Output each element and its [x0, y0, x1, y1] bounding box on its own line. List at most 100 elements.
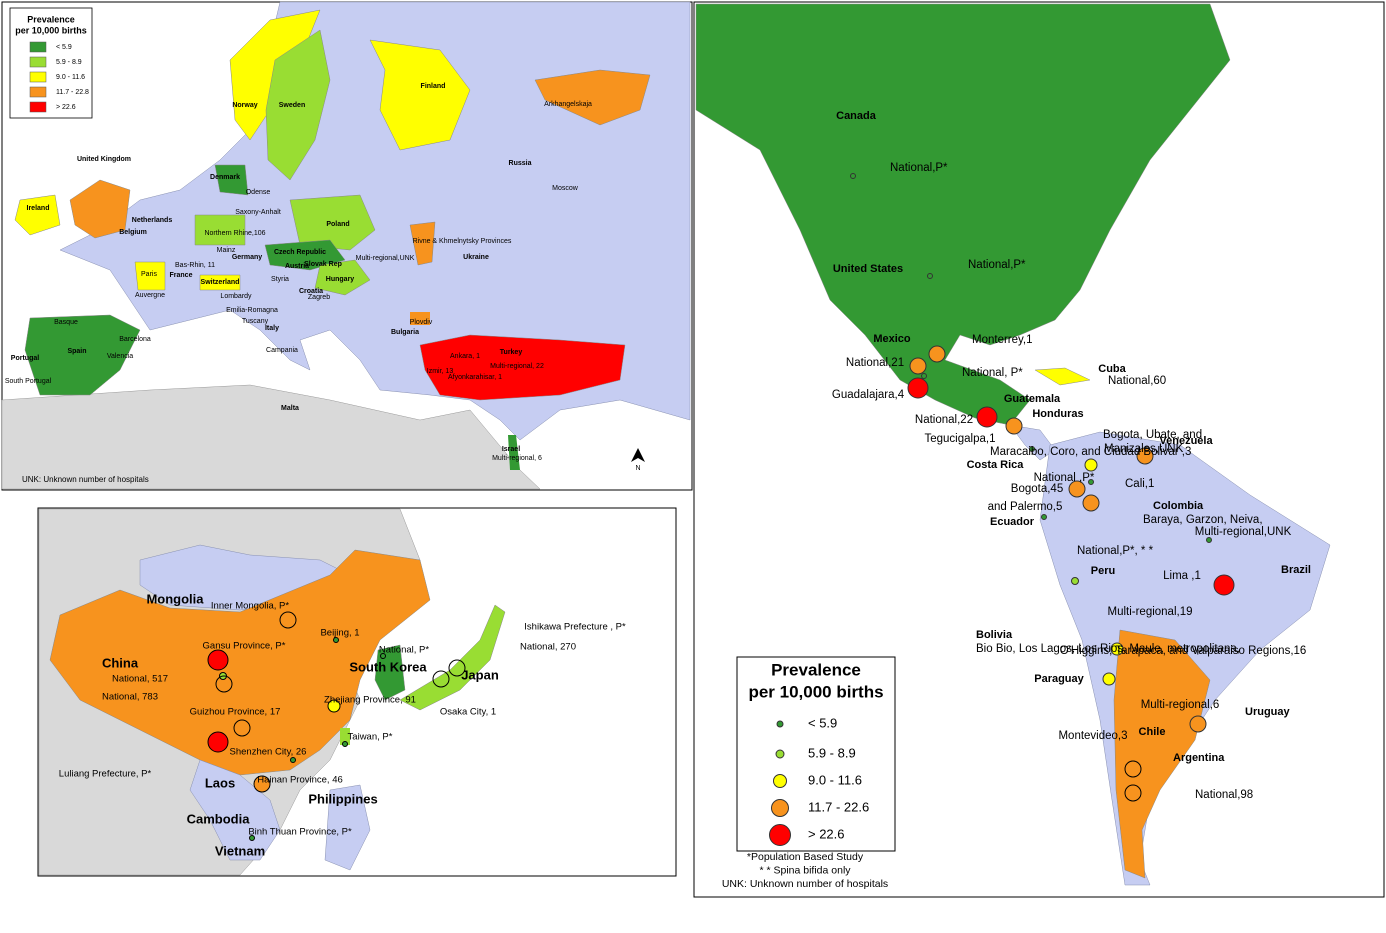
place-label: Plovdiv — [410, 319, 433, 326]
place-label: Bogota,45 — [1011, 483, 1063, 495]
place-label: Taiwan, P* — [348, 732, 393, 743]
place-label: Mexico — [873, 333, 911, 345]
legend-label: < 5.9 — [56, 44, 72, 51]
rivne — [409, 221, 436, 266]
footnote: UNK: Unknown number of hospitals — [22, 475, 149, 484]
place-label: South Portugal — [5, 378, 52, 385]
legend-box — [736, 656, 896, 852]
site-marker — [1071, 577, 1079, 585]
legend-swatch — [773, 774, 787, 788]
legend-label: 11.7 - 22.8 — [56, 89, 89, 96]
legend-swatch — [771, 799, 789, 817]
site-marker — [1136, 447, 1154, 465]
germany-regions — [194, 214, 246, 246]
legend-label: 9.0 - 11.6 — [808, 772, 862, 787]
place-label: National,P* — [968, 259, 1026, 271]
place-label: Inner Mongolia, P* — [211, 601, 289, 612]
place-label: Lima ,1 — [1163, 570, 1201, 582]
legend-label: > 22.6 — [56, 104, 76, 111]
place-label: Italy — [265, 325, 279, 332]
place-label: Cali,1 — [1125, 478, 1154, 490]
place-label: Ireland — [27, 205, 50, 212]
place-label: United States — [833, 263, 903, 275]
site-marker — [909, 357, 927, 375]
place-label: Beijing, 1 — [320, 628, 359, 639]
place-label: Mongolia — [146, 591, 204, 606]
place-label: Basque — [54, 319, 78, 326]
site-marker — [333, 637, 339, 643]
site-marker — [1068, 480, 1086, 498]
place-label: Multi-regional, 22 — [490, 363, 544, 370]
turkey — [419, 334, 626, 401]
site-marker — [1110, 642, 1124, 656]
north-america — [695, 3, 1231, 426]
place-label: Croatia — [299, 288, 323, 295]
africa — [1, 384, 541, 490]
site-marker — [207, 731, 229, 753]
place-label: Multi-regional,19 — [1107, 606, 1192, 618]
place-label: Zhejiang Province, 91 — [324, 695, 416, 706]
legend-title: Prevalence — [771, 660, 861, 679]
site-marker — [1206, 537, 1212, 543]
place-label: Binh Thuan Province, P* — [248, 827, 352, 838]
site-marker — [432, 670, 450, 688]
place-label: Auvergne — [135, 292, 165, 299]
place-label: Honduras — [1032, 408, 1083, 420]
legend-swatch — [29, 71, 47, 83]
site-marker — [976, 406, 998, 428]
place-label: Bogota, Ubate, and — [1103, 429, 1202, 441]
place-label: Odense — [246, 189, 271, 196]
place-label: Emilia-Romagna — [226, 307, 278, 314]
place-label: Mainz — [217, 247, 236, 254]
legend-label: > 22.6 — [808, 826, 845, 841]
site-marker — [1029, 446, 1035, 452]
place-label: Bas-Rhin, 11 — [175, 262, 215, 269]
legend-label: 5.9 - 8.9 — [808, 745, 856, 760]
place-label: Osaka City, 1 — [440, 707, 496, 718]
legend-swatch — [769, 824, 791, 846]
site-marker — [279, 611, 297, 629]
place-label: Montevideo,3 — [1058, 730, 1127, 742]
place-label: National,22 — [915, 414, 973, 426]
place-label: Japan — [461, 667, 499, 682]
place-label: National,21 — [846, 357, 904, 369]
place-label: Guizhou Province, 17 — [190, 707, 281, 718]
place-label: Northern Rhine,106 — [204, 230, 265, 237]
place-label: Baraya, Garzon, Neiva, — [1143, 514, 1263, 526]
place-label: Denmark — [210, 174, 240, 181]
place-label: Venezuela — [1159, 435, 1213, 447]
place-label: Uruguay — [1245, 706, 1291, 718]
place-label: Slovak Rep — [304, 261, 342, 268]
place-label: Campania — [266, 347, 298, 354]
place-label: Switzerland — [201, 279, 240, 286]
place-label: Netherlands — [132, 217, 173, 224]
place-label: Barcelona — [119, 336, 151, 343]
place-label: National,P*, * * — [1077, 545, 1154, 557]
place-label: Israel — [502, 446, 520, 453]
place-label: Costa Rica — [967, 459, 1025, 471]
legend-swatch — [775, 749, 785, 759]
place-label: Guatemala — [1004, 393, 1061, 405]
place-label: Saxony-Anhalt — [235, 209, 281, 216]
place-label: Hainan Province, 46 — [257, 775, 343, 786]
place-label: Paraguay — [1034, 673, 1084, 685]
poland — [289, 194, 376, 251]
place-label: National, P* — [962, 367, 1023, 379]
hungary — [314, 259, 371, 296]
place-label: Malta — [281, 405, 299, 412]
north-arrow — [631, 448, 645, 462]
site-marker — [253, 775, 271, 793]
site-marker — [1213, 574, 1235, 596]
site-marker — [1041, 514, 1047, 520]
place-label: Moscow — [552, 185, 579, 192]
place-label: Zagreb — [308, 294, 330, 301]
place-label: Colombia — [1153, 500, 1204, 512]
site-marker — [1124, 784, 1142, 802]
place-label: National ,P* — [1034, 472, 1095, 484]
site-marker — [850, 173, 856, 179]
site-marker — [207, 649, 229, 671]
site-marker — [249, 835, 255, 841]
